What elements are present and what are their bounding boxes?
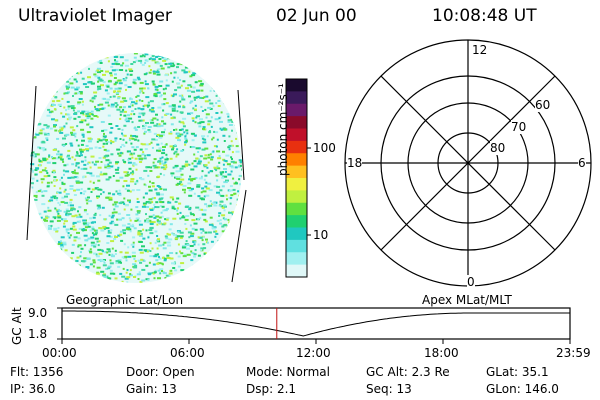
info-seq: Seq: 13 (366, 382, 412, 396)
colorbar-cell (286, 153, 307, 167)
colorbar-cell (286, 202, 307, 216)
info-gc-alt: GC Alt: 2.3 Re (366, 365, 450, 379)
timeline-left-label: Geographic Lat/Lon (66, 293, 184, 307)
timeline-xtick-0000: 00:00 (42, 346, 77, 360)
colorbar-cell (286, 91, 307, 105)
timeline-xtick-2359: 23:59 (556, 346, 591, 360)
right-boundary-line-lower (231, 189, 247, 283)
colorbar-cell (286, 116, 307, 129)
colorbar-cell (286, 79, 307, 92)
date-label: 02 Jun 00 (276, 6, 357, 26)
timeline-xtick-1800: 18:00 (424, 346, 459, 360)
timeline-ytick-low: 1.8 (28, 327, 48, 341)
mlt-label-18: 18 (347, 156, 363, 170)
info-glat: GLat: 35.1 (486, 365, 549, 379)
mlt-label-6: 6 (578, 156, 586, 170)
lat-label-70: 70 (511, 120, 527, 134)
colorbar-tick-100: 100 (313, 141, 336, 155)
info-glon: GLon: 146.0 (486, 382, 559, 396)
lat-label-60: 60 (535, 98, 551, 112)
info-dsp: Dsp: 2.1 (246, 382, 297, 396)
timeline-ytick-high: 9.0 (28, 306, 48, 320)
colorbar-cell (286, 264, 307, 278)
timeline-right-label: Apex MLat/MLT (422, 293, 512, 307)
colorbar-cell (286, 103, 307, 117)
info-gain: Gain: 13 (126, 382, 177, 396)
timeline-xtick-0600: 06:00 (170, 346, 205, 360)
colorbar-cell (286, 140, 307, 154)
right-boundary-line (237, 89, 245, 181)
info-door: Door: Open (126, 365, 195, 379)
timeline-xtick-1200: 12:00 (296, 346, 331, 360)
info-ip: IP: 36.0 (10, 382, 56, 396)
colorbar-cell (286, 165, 307, 179)
lat-label-80: 80 (490, 141, 506, 155)
mlt-label-12: 12 (472, 43, 488, 57)
left-boundary-line (26, 85, 37, 241)
colorbar-cell (286, 128, 307, 142)
colorbar-cell (286, 178, 307, 191)
colorbar-tick-10: 10 (313, 228, 329, 242)
polar-diagonal-2 (380, 75, 556, 251)
colorbar-cell (286, 227, 307, 241)
info-flight: Flt: 1356 (10, 365, 64, 379)
altitude-curve (62, 310, 570, 337)
info-mode: Mode: Normal (246, 365, 330, 379)
time-label: 10:08:48 UT (432, 6, 537, 26)
colorbar-cell (286, 215, 307, 228)
instrument-title: Ultraviolet Imager (18, 6, 172, 26)
mlt-label-0: 0 (467, 275, 475, 289)
colorbar-cell (286, 239, 307, 253)
colorbar-cell (286, 252, 307, 266)
colorbar-cell (286, 190, 307, 204)
